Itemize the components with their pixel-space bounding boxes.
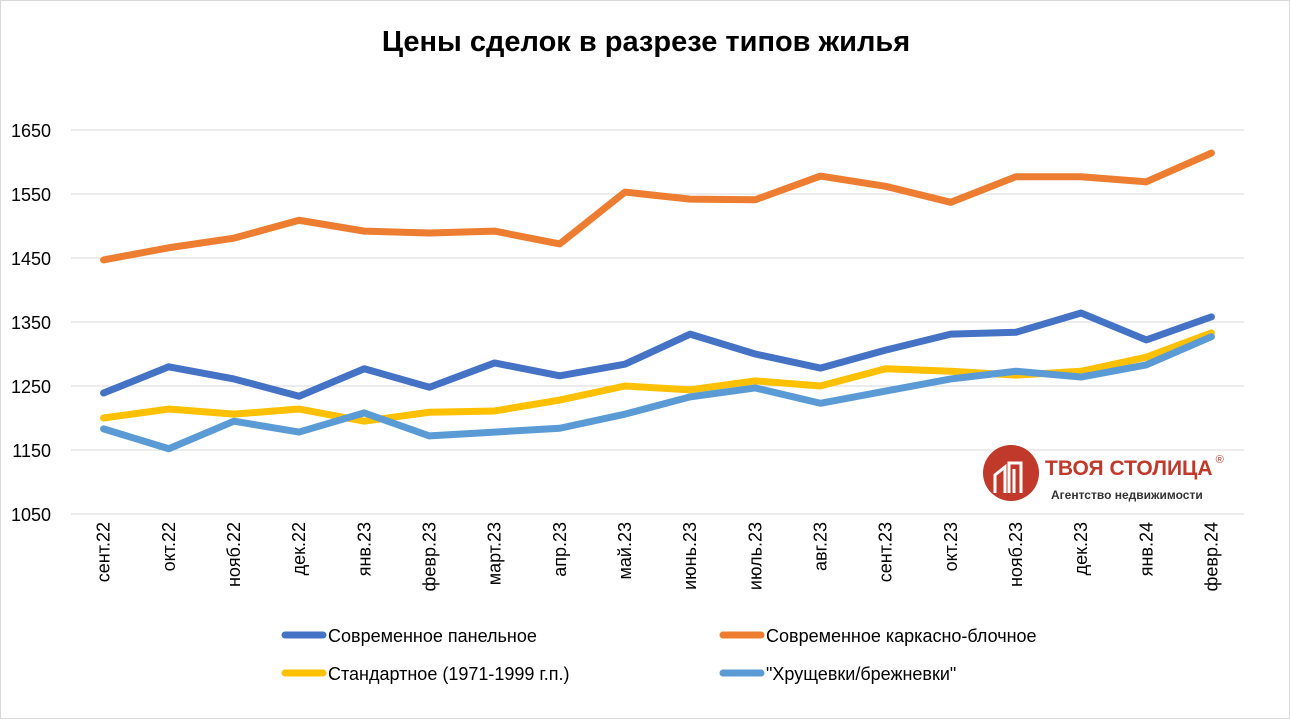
x-tick-label: дек.23 bbox=[1071, 522, 1091, 575]
legend: Современное панельное Современное каркасн… bbox=[285, 626, 1037, 684]
x-tick-label: март.23 bbox=[485, 522, 505, 585]
logo-registered: ® bbox=[1216, 454, 1224, 466]
x-tick-label: июнь.23 bbox=[680, 522, 700, 590]
legend-label: "Хрущевки/брежневки" bbox=[766, 664, 956, 684]
legend-item: Стандартное (1971-1999 г.п.) bbox=[285, 664, 570, 684]
y-tick-label: 1650 bbox=[11, 121, 51, 141]
legend-label: Современное панельное bbox=[328, 626, 537, 646]
legend-label: Стандартное (1971-1999 г.п.) bbox=[328, 664, 570, 684]
chart-title: Цены сделок в разрезе типов жилья bbox=[382, 26, 910, 58]
y-tick-label: 1050 bbox=[11, 505, 51, 525]
x-tick-label: февр.24 bbox=[1201, 522, 1221, 591]
x-tick-label: сент.22 bbox=[94, 522, 114, 582]
x-tick-label: май.23 bbox=[615, 522, 635, 579]
x-tick-label: янв.23 bbox=[354, 522, 374, 576]
series-line bbox=[104, 337, 1212, 449]
y-tick-label: 1550 bbox=[11, 185, 51, 205]
series-3 bbox=[103, 337, 1211, 449]
series-0 bbox=[103, 313, 1211, 396]
y-tick-label: 1150 bbox=[12, 441, 51, 461]
x-tick-label: нояб.23 bbox=[1006, 522, 1026, 587]
x-tick-label: апр.23 bbox=[550, 522, 570, 577]
x-tick-label: сент.23 bbox=[876, 522, 896, 582]
x-tick-label: нояб.22 bbox=[224, 522, 244, 587]
y-tick-label: 1450 bbox=[11, 249, 51, 269]
x-tick-label: дек.22 bbox=[289, 522, 309, 575]
logo-emblem-icon bbox=[983, 445, 1039, 501]
logo-tagline: Агентство недвижимости bbox=[1051, 488, 1203, 502]
x-tick-label: авг.23 bbox=[810, 522, 830, 571]
legend-item: Современное каркасно-блочное bbox=[723, 626, 1037, 646]
logo: ТВОЯ СТОЛИЦА ® Агентство недвижимости bbox=[983, 445, 1224, 502]
legend-item: Современное панельное bbox=[285, 626, 537, 646]
x-tick-label: февр.23 bbox=[419, 522, 439, 591]
series-1 bbox=[103, 153, 1211, 260]
series-line bbox=[104, 153, 1212, 260]
y-tick-label: 1350 bbox=[11, 313, 51, 333]
x-tick-label: окт.22 bbox=[159, 522, 179, 571]
logo-name: ТВОЯ СТОЛИЦА bbox=[1045, 457, 1213, 480]
legend-item: "Хрущевки/брежневки" bbox=[723, 664, 956, 684]
series-line bbox=[104, 313, 1212, 396]
legend-label: Современное каркасно-блочное bbox=[766, 626, 1037, 646]
x-tick-label: янв.24 bbox=[1136, 522, 1156, 576]
y-tick-label: 1250 bbox=[11, 377, 51, 397]
x-tick-label: окт.23 bbox=[941, 522, 961, 571]
x-tick-label: июль.23 bbox=[745, 522, 765, 590]
